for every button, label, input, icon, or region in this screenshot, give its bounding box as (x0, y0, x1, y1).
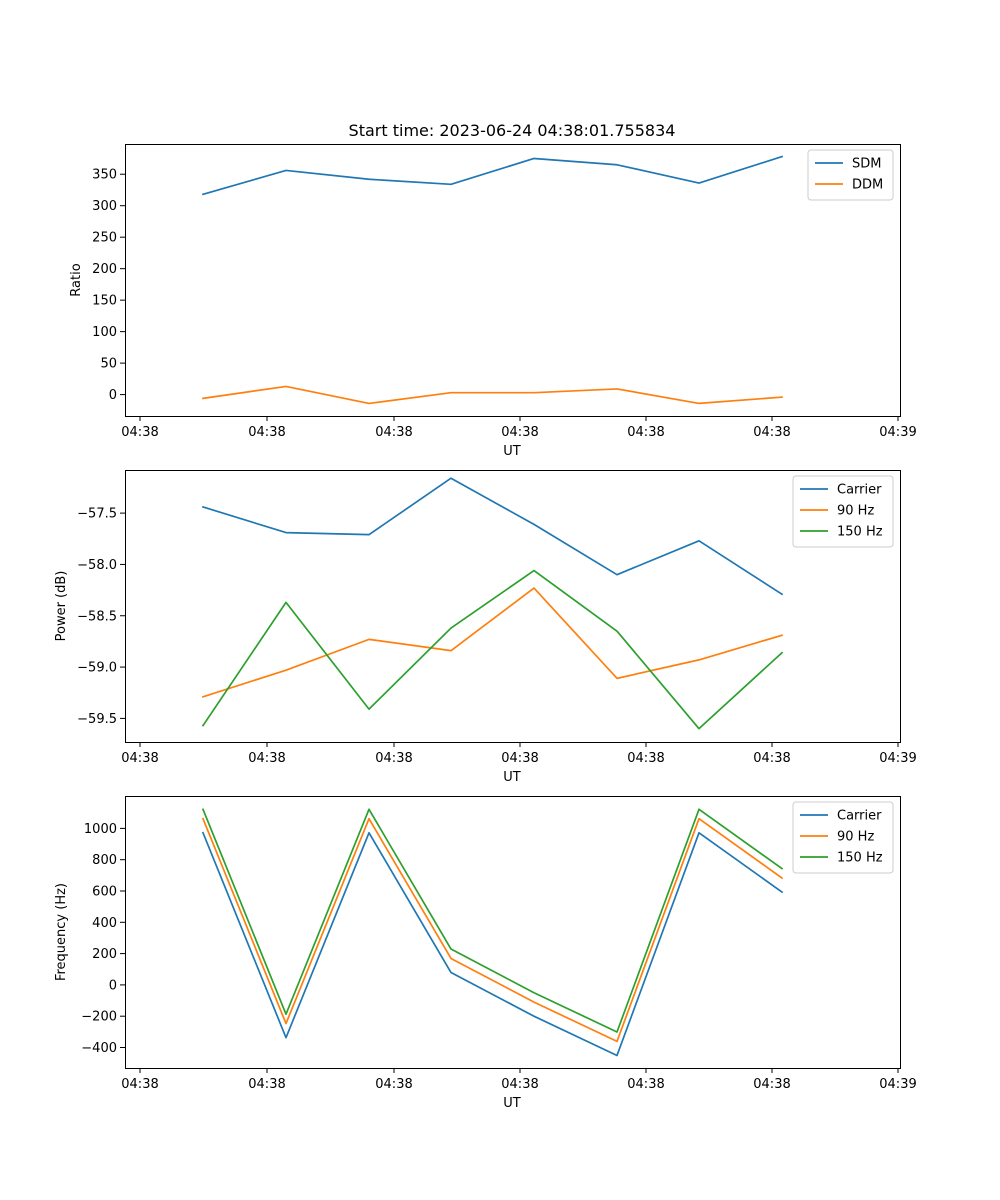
x-tick-label: 04:38 (248, 1077, 285, 1092)
legend-box (792, 475, 894, 548)
y-tick-label: 0 (109, 388, 117, 403)
y-tick-label: 300 (92, 199, 117, 214)
x-tick-label: 04:38 (375, 1077, 412, 1092)
x-tick-label: 04:38 (248, 425, 285, 440)
axes-frame (125, 796, 901, 1069)
chart-panel-1: 04:38 04:38 04:38 04:38 04:38 04:38 04:39 0 50 10… (69, 144, 917, 459)
x-axis-label: UT (503, 444, 521, 459)
y-tick-label: 50 (100, 357, 117, 372)
figure-title: Start time: 2023-06-24 04:38:01.755834 (349, 121, 676, 140)
y-axis-label: Frequency (Hz) (54, 883, 69, 981)
y-tick-label: 600 (92, 884, 117, 899)
legend-entry: Carrier (837, 483, 882, 498)
series-line-carrier (201, 477, 784, 596)
axes-frame (125, 144, 901, 417)
x-tick-label: 04:38 (753, 751, 790, 766)
x-tick-label: 04:38 (121, 751, 158, 766)
x-tick-label: 04:38 (627, 1077, 664, 1092)
legend-entry: Carrier (837, 809, 882, 824)
x-tick-label: 04:38 (501, 1077, 538, 1092)
y-tick-label: −59.0 (77, 661, 117, 676)
x-tick-label: 04:39 (879, 751, 916, 766)
x-axis-label: UT (503, 1096, 521, 1111)
series-line-ddm (202, 385, 783, 405)
legend-box (792, 801, 894, 874)
y-tick-label: 350 (92, 168, 117, 183)
legend-entry: 90 Hz (837, 504, 874, 519)
legend: Carrier 90 Hz 150 Hz (792, 475, 894, 548)
y-tick-label: 200 (92, 947, 117, 962)
legend: SDM DDM (807, 149, 894, 201)
series-line-90-hz (201, 587, 784, 698)
panels: 04:38 04:38 04:38 04:38 04:38 04:38 04:39 0 50 10… (54, 144, 917, 1111)
y-tick-label: −58.0 (77, 558, 117, 573)
legend-entry: DDM (852, 178, 883, 193)
series-line-150-hz (201, 808, 784, 1033)
legend: Carrier 90 Hz 150 Hz (792, 801, 894, 874)
y-tick-label: 150 (92, 294, 117, 309)
series-line-90-hz (201, 817, 784, 1043)
y-tick-label: 800 (92, 853, 117, 868)
legend-entry: SDM (852, 157, 881, 172)
y-tick-label: 200 (92, 262, 117, 277)
x-tick-label: 04:38 (627, 425, 664, 440)
y-tick-label: 100 (92, 325, 117, 340)
y-axis-label: Ratio (69, 263, 84, 296)
x-tick-label: 04:38 (375, 425, 412, 440)
y-tick-label: −57.5 (77, 507, 117, 522)
y-tick-label: −400 (81, 1041, 117, 1056)
series-line-carrier (201, 831, 784, 1057)
x-axis-label: UT (503, 770, 521, 785)
series-line-150-hz (201, 569, 784, 730)
y-tick-label: 400 (92, 916, 117, 931)
x-tick-label: 04:38 (121, 1077, 158, 1092)
axes-frame (125, 470, 901, 743)
series-line-sdm (201, 155, 784, 196)
y-tick-label: −59.5 (77, 712, 117, 727)
x-tick-label: 04:38 (121, 425, 158, 440)
y-tick-label: 0 (109, 978, 117, 993)
y-tick-label: 250 (92, 231, 117, 246)
x-tick-label: 04:38 (753, 1077, 790, 1092)
y-tick-label: −58.5 (77, 609, 117, 624)
chart-panel-2: 04:38 04:38 04:38 04:38 04:38 04:38 04:39 −57.5… (54, 470, 917, 785)
x-tick-label: 04:38 (501, 751, 538, 766)
y-tick-label: 1000 (84, 822, 117, 837)
x-tick-label: 04:38 (627, 751, 664, 766)
x-tick-label: 04:38 (753, 425, 790, 440)
legend-entry: 90 Hz (837, 830, 874, 845)
x-tick-label: 04:39 (879, 425, 916, 440)
chart-panel-3: 04:38 04:38 04:38 04:38 04:38 04:38 04:39 −400 −… (54, 796, 917, 1111)
x-tick-label: 04:38 (501, 425, 538, 440)
x-tick-label: 04:39 (879, 1077, 916, 1092)
x-tick-label: 04:38 (375, 751, 412, 766)
legend-entry: 150 Hz (837, 851, 883, 866)
y-axis-label: Power (dB) (54, 571, 69, 642)
x-tick-label: 04:38 (248, 751, 285, 766)
y-tick-label: −200 (81, 1010, 117, 1025)
legend-entry: 150 Hz (837, 525, 883, 540)
